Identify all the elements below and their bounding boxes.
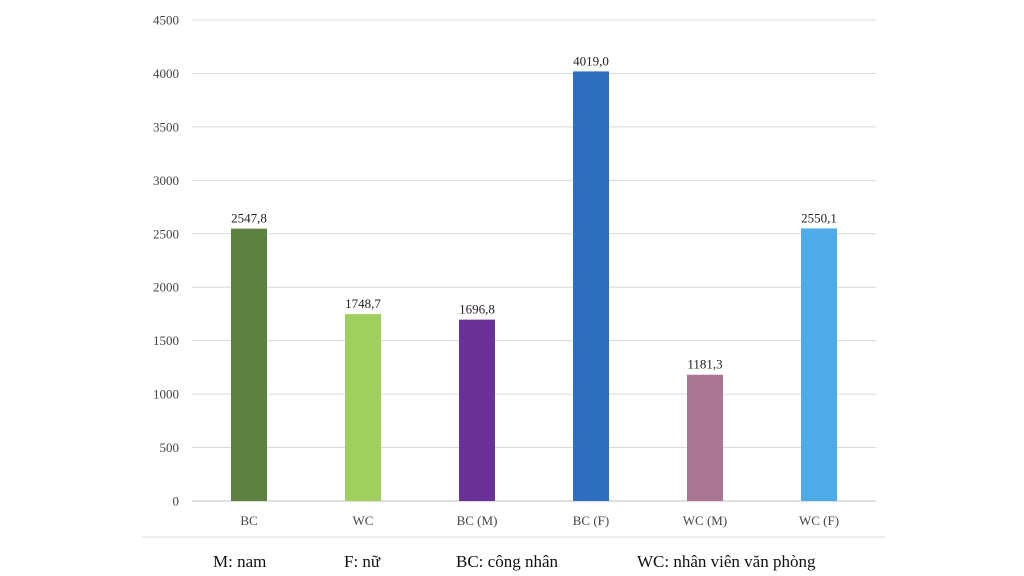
x-tick-label: BC <box>240 513 257 528</box>
x-tick-label: BC (M) <box>457 513 498 528</box>
legend-note-wc: WC: nhân viên văn phòng <box>637 552 816 571</box>
data-label: 1748,7 <box>345 296 381 311</box>
bar-wc <box>345 314 381 501</box>
x-tick-label: BC (F) <box>573 513 609 528</box>
y-tick-label: 0 <box>173 494 180 509</box>
bars <box>231 71 837 501</box>
y-tick-label: 500 <box>160 440 180 455</box>
y-tick-label: 4500 <box>153 13 179 28</box>
legend-notes: M: nam F: nữ BC: công nhân WC: nhân viên… <box>213 552 816 571</box>
x-tick-label: WC (M) <box>683 513 727 528</box>
y-tick-label: 1000 <box>153 387 179 402</box>
y-tick-label: 2500 <box>153 226 179 241</box>
y-tick-label: 3000 <box>153 173 179 188</box>
bar-wc-m <box>687 374 723 501</box>
bar-bc-m <box>459 319 495 501</box>
x-axis: BC WC BC (M) BC (F) WC (M) WC (F) <box>240 513 839 528</box>
bar-bc <box>231 228 267 501</box>
x-tick-label: WC <box>353 513 374 528</box>
legend-note-f: F: nữ <box>344 552 381 571</box>
gridlines <box>192 19 876 449</box>
data-labels: 2547,8 1748,7 1696,8 4019,0 1181,3 2550,1 <box>231 53 837 371</box>
y-axis: 0 500 1000 1500 2000 2500 3000 3500 4000 4500 <box>153 13 876 509</box>
y-tick-label: 2000 <box>153 280 179 295</box>
bar-wc-f <box>801 228 837 501</box>
legend-note-m: M: nam <box>213 552 266 571</box>
legend-note-bc: BC: công nhân <box>456 552 558 571</box>
x-tick-label: WC (F) <box>799 513 839 528</box>
data-label: 2547,8 <box>231 211 267 226</box>
data-label: 4019,0 <box>573 53 609 68</box>
data-label: 2550,1 <box>801 210 837 225</box>
bar-bc-f <box>573 71 609 501</box>
y-tick-label: 1500 <box>153 333 179 348</box>
data-label: 1181,3 <box>687 357 722 372</box>
y-tick-label: 4000 <box>153 66 179 81</box>
data-label: 1696,8 <box>459 302 495 317</box>
y-tick-label: 3500 <box>153 119 179 134</box>
